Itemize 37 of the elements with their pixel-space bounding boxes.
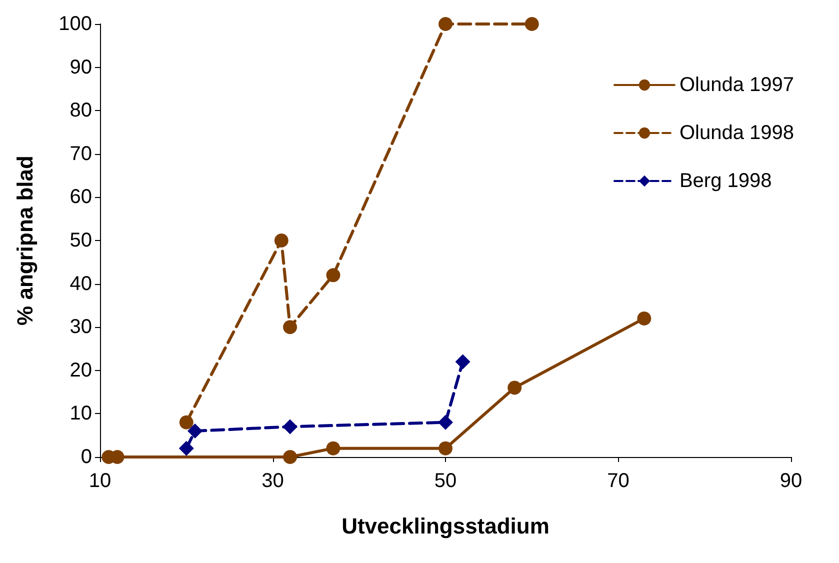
legend-label: Olunda 1998 — [679, 122, 794, 144]
point — [524, 17, 539, 31]
x-tick-label: 10 — [88, 470, 112, 492]
x-tick-label: 50 — [434, 470, 457, 492]
point — [282, 419, 298, 434]
point — [179, 415, 194, 430]
x-tick-label: 90 — [780, 470, 802, 492]
y-tick-label: 80 — [70, 100, 92, 122]
y-tick-label: 60 — [70, 186, 92, 208]
y-tick-label: 30 — [70, 316, 92, 338]
legend-label: Berg 1998 — [679, 170, 772, 192]
point — [455, 354, 470, 370]
y-tick-label: 0 — [80, 446, 92, 468]
y-tick-label: 100 — [58, 13, 92, 35]
x-tick-label: 30 — [262, 470, 284, 492]
y-tick-label: 70 — [70, 142, 92, 165]
y-tick-label: 90 — [70, 56, 92, 78]
point — [438, 441, 452, 456]
point — [508, 380, 522, 395]
y-tick-label: 40 — [70, 272, 92, 295]
y-tick-label: 50 — [70, 230, 92, 252]
point — [637, 311, 652, 326]
point — [326, 268, 340, 282]
point — [274, 234, 288, 248]
point — [438, 17, 452, 31]
x-tick-label: 70 — [607, 470, 630, 492]
point — [283, 450, 298, 464]
point — [283, 320, 298, 334]
x-axis-title: Utvecklingsstadium — [342, 514, 550, 538]
point — [178, 440, 194, 456]
point — [438, 414, 453, 430]
y-axis-title: % angripna blad — [12, 156, 38, 326]
point — [188, 424, 203, 439]
legend-label: Olunda 1997 — [679, 74, 794, 96]
point — [326, 441, 340, 456]
y-tick-label: 20 — [70, 359, 92, 382]
y-tick-label: 10 — [70, 402, 92, 425]
